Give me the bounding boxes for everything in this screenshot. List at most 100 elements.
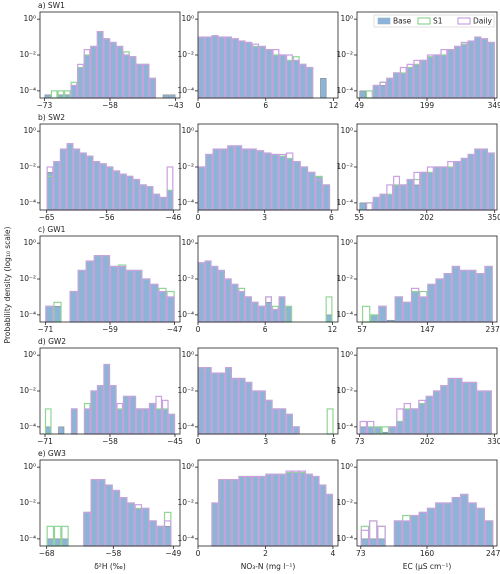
histogram-bar	[418, 403, 426, 435]
y-tick-label: 10⁰	[181, 14, 194, 23]
y-tick-label: 10⁻⁴	[19, 534, 36, 543]
histogram-bar	[120, 173, 127, 211]
histogram-bar	[156, 526, 164, 547]
histogram-bar	[225, 278, 232, 323]
histogram-bar	[359, 426, 367, 435]
panel-title: a) SW1	[38, 1, 65, 10]
histogram-bar	[245, 42, 252, 99]
histogram-bar	[220, 148, 228, 211]
histogram-bar	[326, 494, 333, 547]
histogram-bar	[488, 152, 495, 211]
histogram-bar	[440, 166, 448, 211]
histogram-bar	[279, 473, 286, 547]
histogram-bar	[319, 484, 326, 547]
legend-swatch	[417, 17, 431, 25]
x-axis-label: δ²H (‰)	[94, 562, 126, 571]
x-tick-label: 0	[196, 213, 201, 222]
histogram-bar	[85, 260, 94, 323]
histogram-bar	[116, 46, 123, 99]
y-tick-label: 10⁻⁴	[19, 310, 36, 319]
histogram-bar	[44, 94, 51, 99]
histogram-bar	[211, 266, 218, 323]
x-tick-label: −58	[105, 549, 121, 558]
histogram-bar	[84, 408, 91, 435]
histogram-bar	[326, 408, 334, 435]
histogram-bar	[359, 90, 366, 99]
histogram-bar	[242, 148, 250, 211]
histogram-bar	[285, 306, 292, 323]
histogram-bar	[61, 538, 69, 547]
histogram-bar	[149, 520, 157, 547]
histogram-bar	[245, 296, 252, 323]
histogram-bar	[461, 158, 468, 211]
x-tick-label: 199	[420, 101, 435, 110]
histogram-bar	[393, 184, 400, 211]
histogram-bar	[365, 202, 373, 211]
histogram-bar	[419, 296, 428, 323]
histogram-bar	[386, 194, 393, 211]
histogram-bar	[169, 94, 176, 99]
histogram-bar	[365, 202, 373, 211]
x-tick-label: 330	[487, 437, 500, 446]
histogram-bar	[110, 385, 117, 435]
x-tick-label: 0	[196, 437, 201, 446]
panel-title: c) GW1	[38, 225, 66, 234]
y-tick-label: 10⁰	[23, 350, 36, 359]
histogram-bar	[469, 382, 477, 435]
histogram-bar	[484, 390, 492, 435]
histogram-bar	[238, 476, 246, 547]
histogram-bar	[53, 161, 60, 211]
histogram-bar	[403, 302, 411, 323]
histogram-bar	[293, 161, 301, 211]
histogram-bar	[54, 538, 62, 547]
histogram-bar	[142, 278, 151, 323]
y-tick-label: 10⁻⁴	[177, 422, 194, 431]
y-tick-label: 10⁻²	[336, 386, 353, 395]
x-tick-label: −65	[39, 213, 55, 222]
x-tick-label: 12	[328, 325, 338, 334]
histogram-bar	[378, 306, 387, 323]
histogram-bar	[158, 291, 167, 323]
histogram-bar	[149, 78, 156, 99]
histogram-bar	[312, 476, 320, 547]
histogram-bar	[420, 172, 427, 211]
x-tick-label: 349	[488, 101, 500, 110]
histogram-bar	[286, 158, 294, 211]
histogram-bar	[306, 473, 313, 547]
histogram-bar	[198, 367, 205, 435]
y-tick-label: 10⁻²	[336, 274, 353, 283]
histogram-bar	[83, 54, 91, 99]
histogram-bar	[447, 49, 454, 99]
histogram-bar	[256, 150, 264, 211]
histogram-bar	[468, 502, 477, 547]
y-tick-label: 10⁰	[23, 238, 36, 247]
histogram-bar	[113, 170, 120, 211]
y-tick-label: 10⁻⁴	[177, 534, 194, 543]
y-tick-label: 10⁻²	[19, 50, 36, 59]
histogram-bar	[373, 197, 380, 211]
histogram-bar	[103, 364, 110, 435]
y-tick-label: 10⁻²	[177, 162, 194, 171]
panel-title: d) GW2	[38, 337, 66, 346]
x-tick-label: 73	[355, 437, 365, 446]
histogram-bar	[427, 56, 434, 99]
x-tick-label: 202	[420, 213, 435, 222]
histogram-bar	[118, 266, 126, 323]
histogram-bar	[389, 426, 397, 435]
y-tick-label: 10⁰	[181, 462, 194, 471]
x-tick-label: 237	[485, 325, 500, 334]
histogram-bar	[272, 408, 280, 435]
histogram-bar	[278, 155, 286, 211]
histogram-bar	[50, 90, 58, 99]
histogram-bar	[279, 54, 286, 99]
x-tick-label: 247	[486, 549, 500, 558]
y-tick-label: 10⁻²	[19, 274, 36, 283]
histogram-bar	[467, 154, 475, 211]
x-tick-label: −68	[39, 549, 55, 558]
histogram-bar	[396, 421, 404, 435]
x-tick-label: 73	[356, 549, 366, 558]
histogram-bar	[440, 385, 448, 435]
y-tick-label: 10⁰	[23, 462, 36, 471]
histogram-bar	[168, 414, 175, 435]
